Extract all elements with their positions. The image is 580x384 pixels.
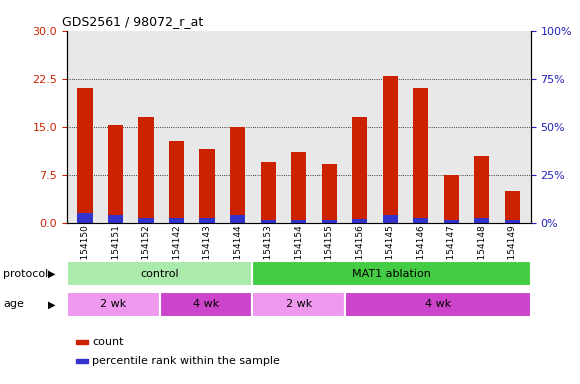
- Text: control: control: [140, 268, 179, 279]
- Bar: [76, 359, 88, 363]
- Bar: [139, 218, 154, 223]
- Bar: [321, 220, 337, 223]
- Text: 2 wk: 2 wk: [285, 299, 312, 310]
- Bar: [67, 292, 160, 317]
- Bar: [169, 218, 184, 223]
- Bar: [444, 220, 459, 223]
- Bar: [505, 191, 520, 223]
- Bar: [76, 340, 88, 344]
- Bar: [260, 162, 276, 223]
- Bar: [169, 141, 184, 223]
- Text: age: age: [3, 299, 24, 310]
- Bar: [200, 149, 215, 223]
- Text: 4 wk: 4 wk: [425, 299, 451, 310]
- Text: ▶: ▶: [48, 268, 56, 279]
- Text: count: count: [92, 337, 124, 347]
- Bar: [252, 292, 345, 317]
- Bar: [321, 164, 337, 223]
- Bar: [77, 88, 93, 223]
- Bar: [474, 218, 490, 223]
- Bar: [230, 215, 245, 223]
- Text: protocol: protocol: [3, 268, 48, 279]
- Text: ▶: ▶: [48, 299, 56, 310]
- Text: 2 wk: 2 wk: [100, 299, 126, 310]
- Bar: [383, 215, 398, 223]
- Bar: [413, 218, 429, 223]
- Bar: [413, 88, 429, 223]
- Bar: [345, 292, 531, 317]
- Bar: [108, 126, 123, 223]
- Bar: [444, 175, 459, 223]
- Text: percentile rank within the sample: percentile rank within the sample: [92, 356, 280, 366]
- Bar: [230, 127, 245, 223]
- Bar: [291, 152, 306, 223]
- Bar: [383, 76, 398, 223]
- Text: GDS2561 / 98072_r_at: GDS2561 / 98072_r_at: [62, 15, 204, 28]
- Text: MAT1 ablation: MAT1 ablation: [352, 268, 431, 279]
- Bar: [139, 117, 154, 223]
- Bar: [160, 292, 252, 317]
- Bar: [77, 213, 93, 223]
- Bar: [505, 220, 520, 223]
- Bar: [474, 156, 490, 223]
- Bar: [67, 261, 252, 286]
- Bar: [352, 117, 367, 223]
- Bar: [108, 215, 123, 223]
- Bar: [260, 220, 276, 223]
- Bar: [352, 219, 367, 223]
- Text: 4 wk: 4 wk: [193, 299, 219, 310]
- Bar: [200, 218, 215, 223]
- Bar: [291, 220, 306, 223]
- Bar: [252, 261, 531, 286]
